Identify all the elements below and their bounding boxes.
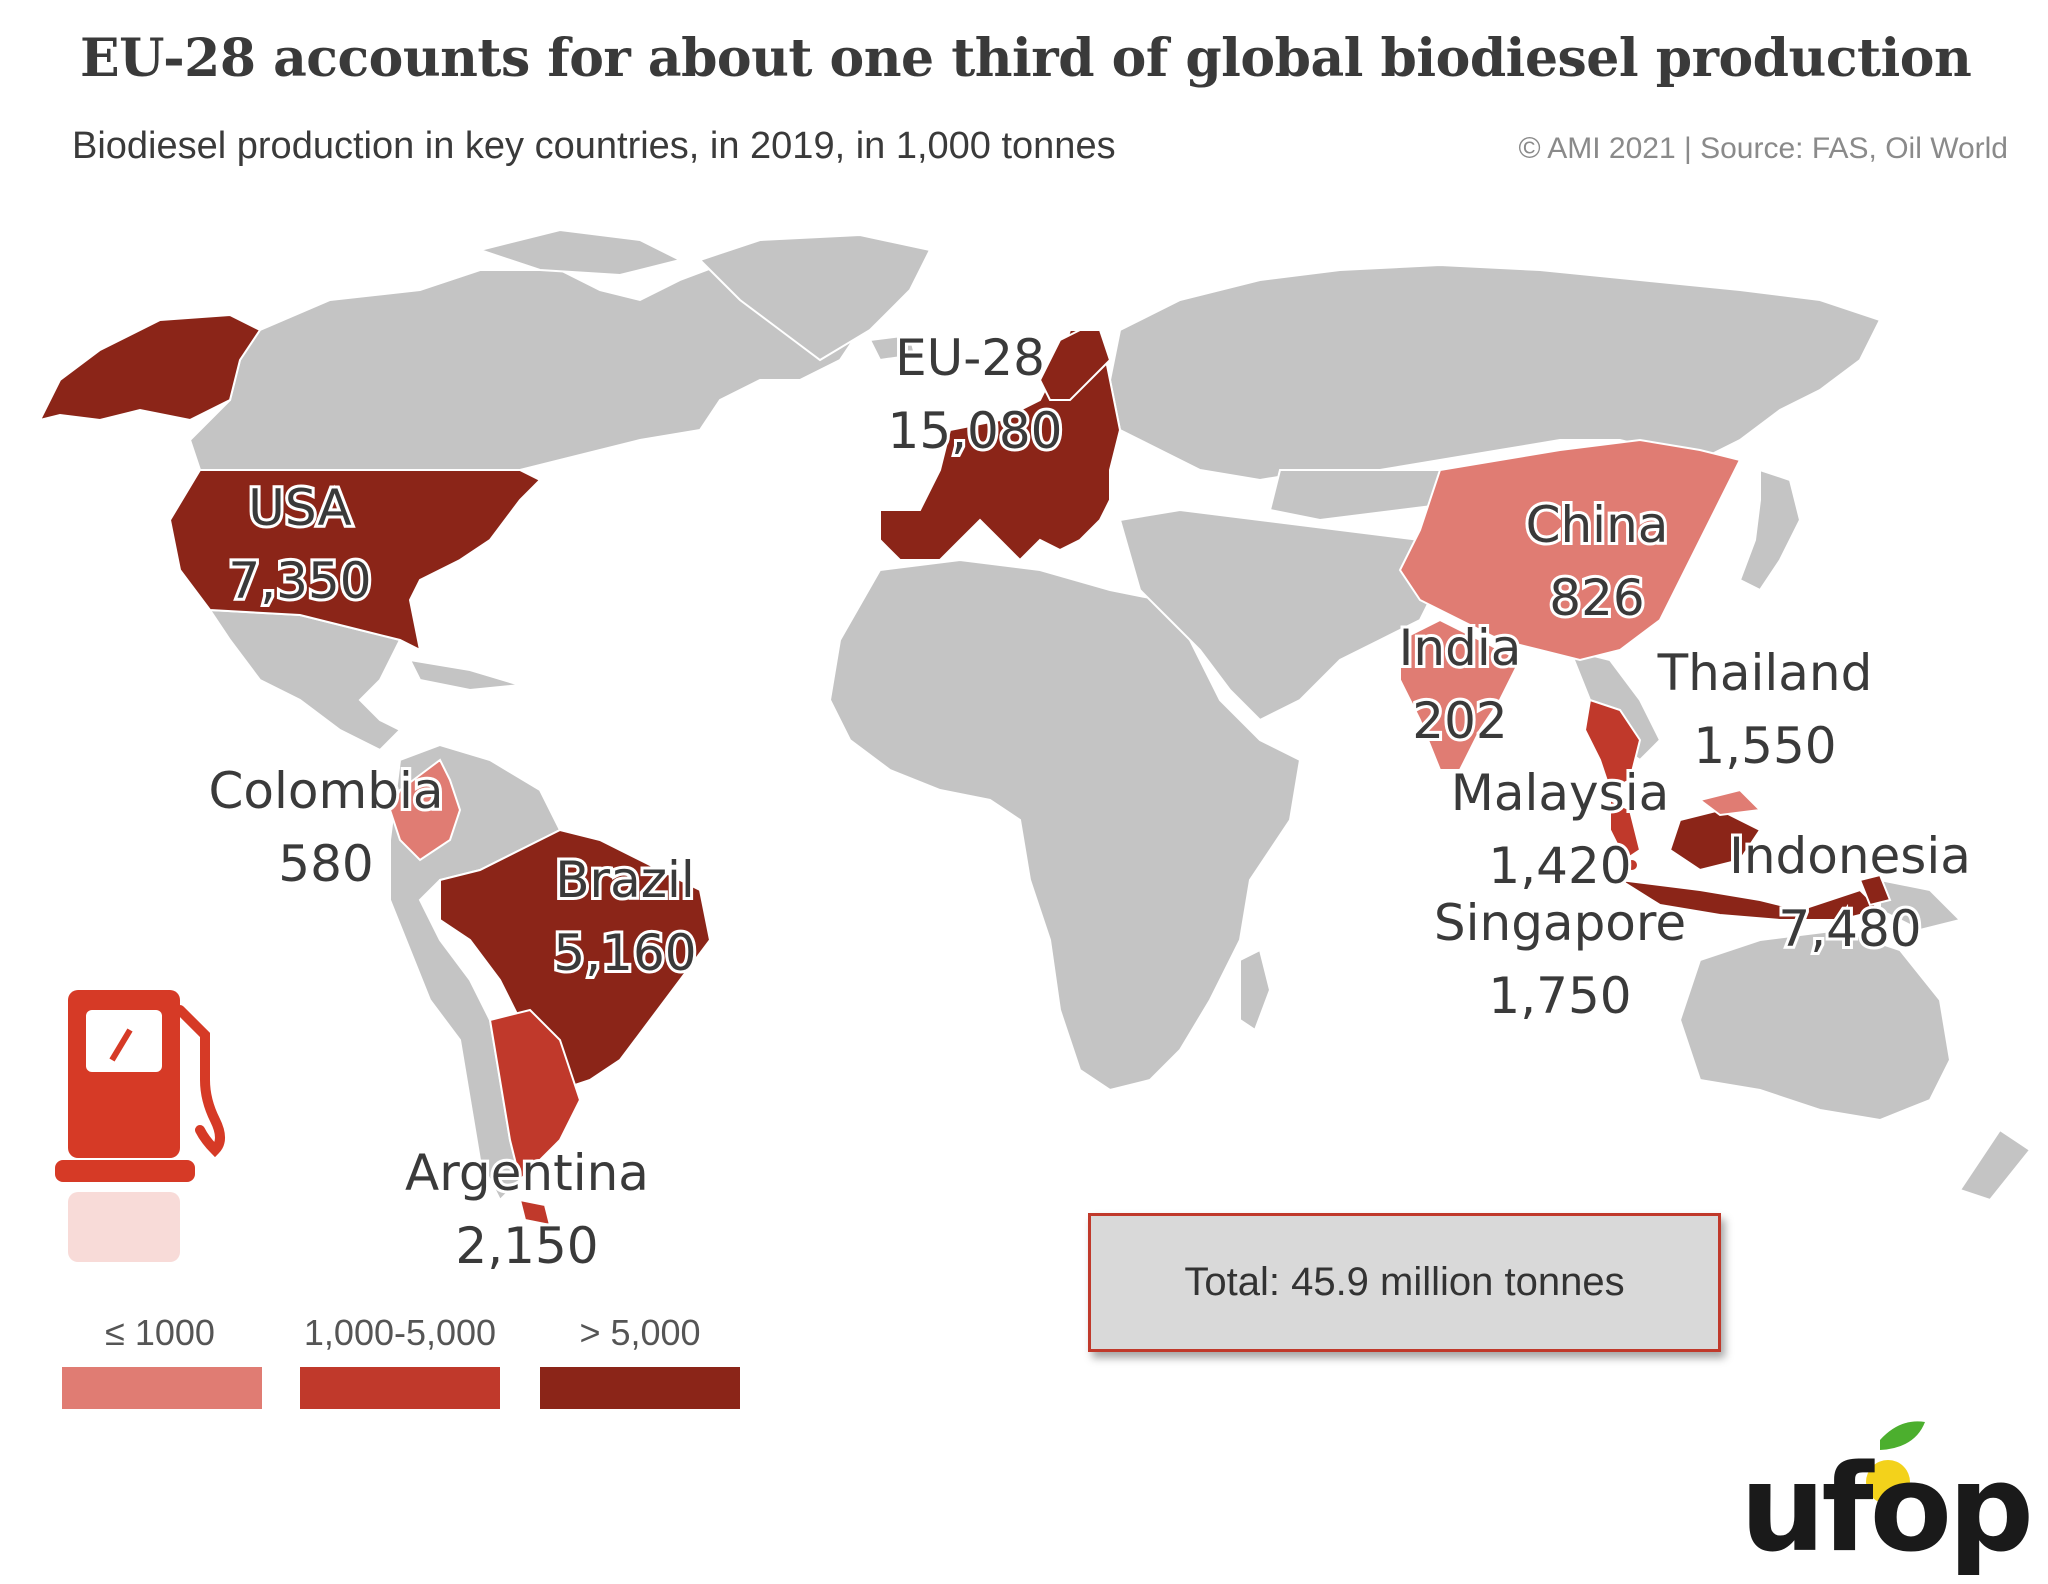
map-subtitle: Biodiesel production in key countries, i… [72,125,1116,167]
label-singapore-name: Singapore [1434,894,1686,952]
label-usa-value: 7,350 [228,552,371,610]
region-malaysia-borneo [1697,788,1763,817]
region-scandinavia [1038,329,1112,401]
label-thailand-value: 1,550 [1693,717,1836,775]
region-russia [1108,263,1882,482]
label-usa-name: USA [248,479,351,537]
region-indonesia-islands [1619,879,1882,921]
label-brazil-value: 5,160 [553,924,696,982]
region-greenland [698,233,932,362]
source-note: © AMI 2021 | Source: FAS, Oil World [1518,132,2008,165]
label-colombia-value: 580 [278,835,373,893]
region-middle-east [1118,508,1442,722]
region-india [1399,618,1522,771]
label-malaysia-value: 1,420 [1488,837,1631,895]
legend-swatch-low [62,1367,262,1409]
region-colombia [388,758,462,862]
label-indonesia-value: 7,480 [1778,900,1921,958]
region-alaska [38,313,262,422]
label-colombia-name: Colombia [209,762,444,820]
label-india-name: India [1399,619,1522,677]
legend-label-high: > 5,000 [579,1312,701,1353]
legend-label-low: ≤ 1000 [105,1312,215,1353]
label-india-value: 202 [1412,692,1507,750]
region-singapore [1625,858,1639,872]
page-title: EU-28 accounts for about one third of gl… [80,28,1972,89]
region-japan [1738,468,1802,592]
total-box: Total: 45.9 million tonnes [1088,1213,1721,1352]
legend-label-mid: 1,000-5,000 [303,1312,497,1353]
label-singapore-value: 1,750 [1488,967,1631,1025]
region-brazil [439,828,712,1092]
label-china-name: China [1526,496,1669,554]
label-brazil-name: Brazil [555,851,695,909]
label-malaysia-name: Malaysia [1451,764,1669,822]
label-argentina-name: Argentina [405,1144,649,1202]
region-iceland [868,333,917,362]
region-madagascar [1239,948,1272,1032]
legend-swatch-high [540,1367,740,1409]
ufop-leaf-icon [1866,1421,1925,1504]
label-indonesia-name: Indonesia [1729,827,1971,885]
region-tierra-del-fuego [518,1198,552,1227]
region-papua-west [1858,873,1892,907]
label-eu28-name: EU-28 [895,329,1045,387]
region-new-zealand [1958,1128,2032,1202]
label-eu28-value: 15,080 [888,402,1063,460]
country-labels: USA 7,350 EU-28 15,080 China 826 India 2… [206,326,1974,1278]
region-australia [1678,928,1952,1122]
region-usa [168,469,542,652]
label-argentina-value: 2,150 [455,1217,598,1275]
region-thailand [1583,698,1642,792]
region-malaysia [1609,798,1642,862]
label-china-value: 826 [1549,569,1644,627]
region-china [1398,438,1742,662]
fuel-pump-icon [55,990,225,1262]
ufop-logo: ufop [1740,1440,2034,1579]
region-arctic-islands [476,228,683,277]
region-png [1879,878,1962,932]
region-caribbean [408,658,521,692]
label-thailand-name: Thailand [1657,644,1873,702]
legend-swatch-mid [300,1367,500,1409]
total-text: Total: 45.9 million tonnes [1184,1260,1625,1304]
region-argentina [488,1008,582,1182]
